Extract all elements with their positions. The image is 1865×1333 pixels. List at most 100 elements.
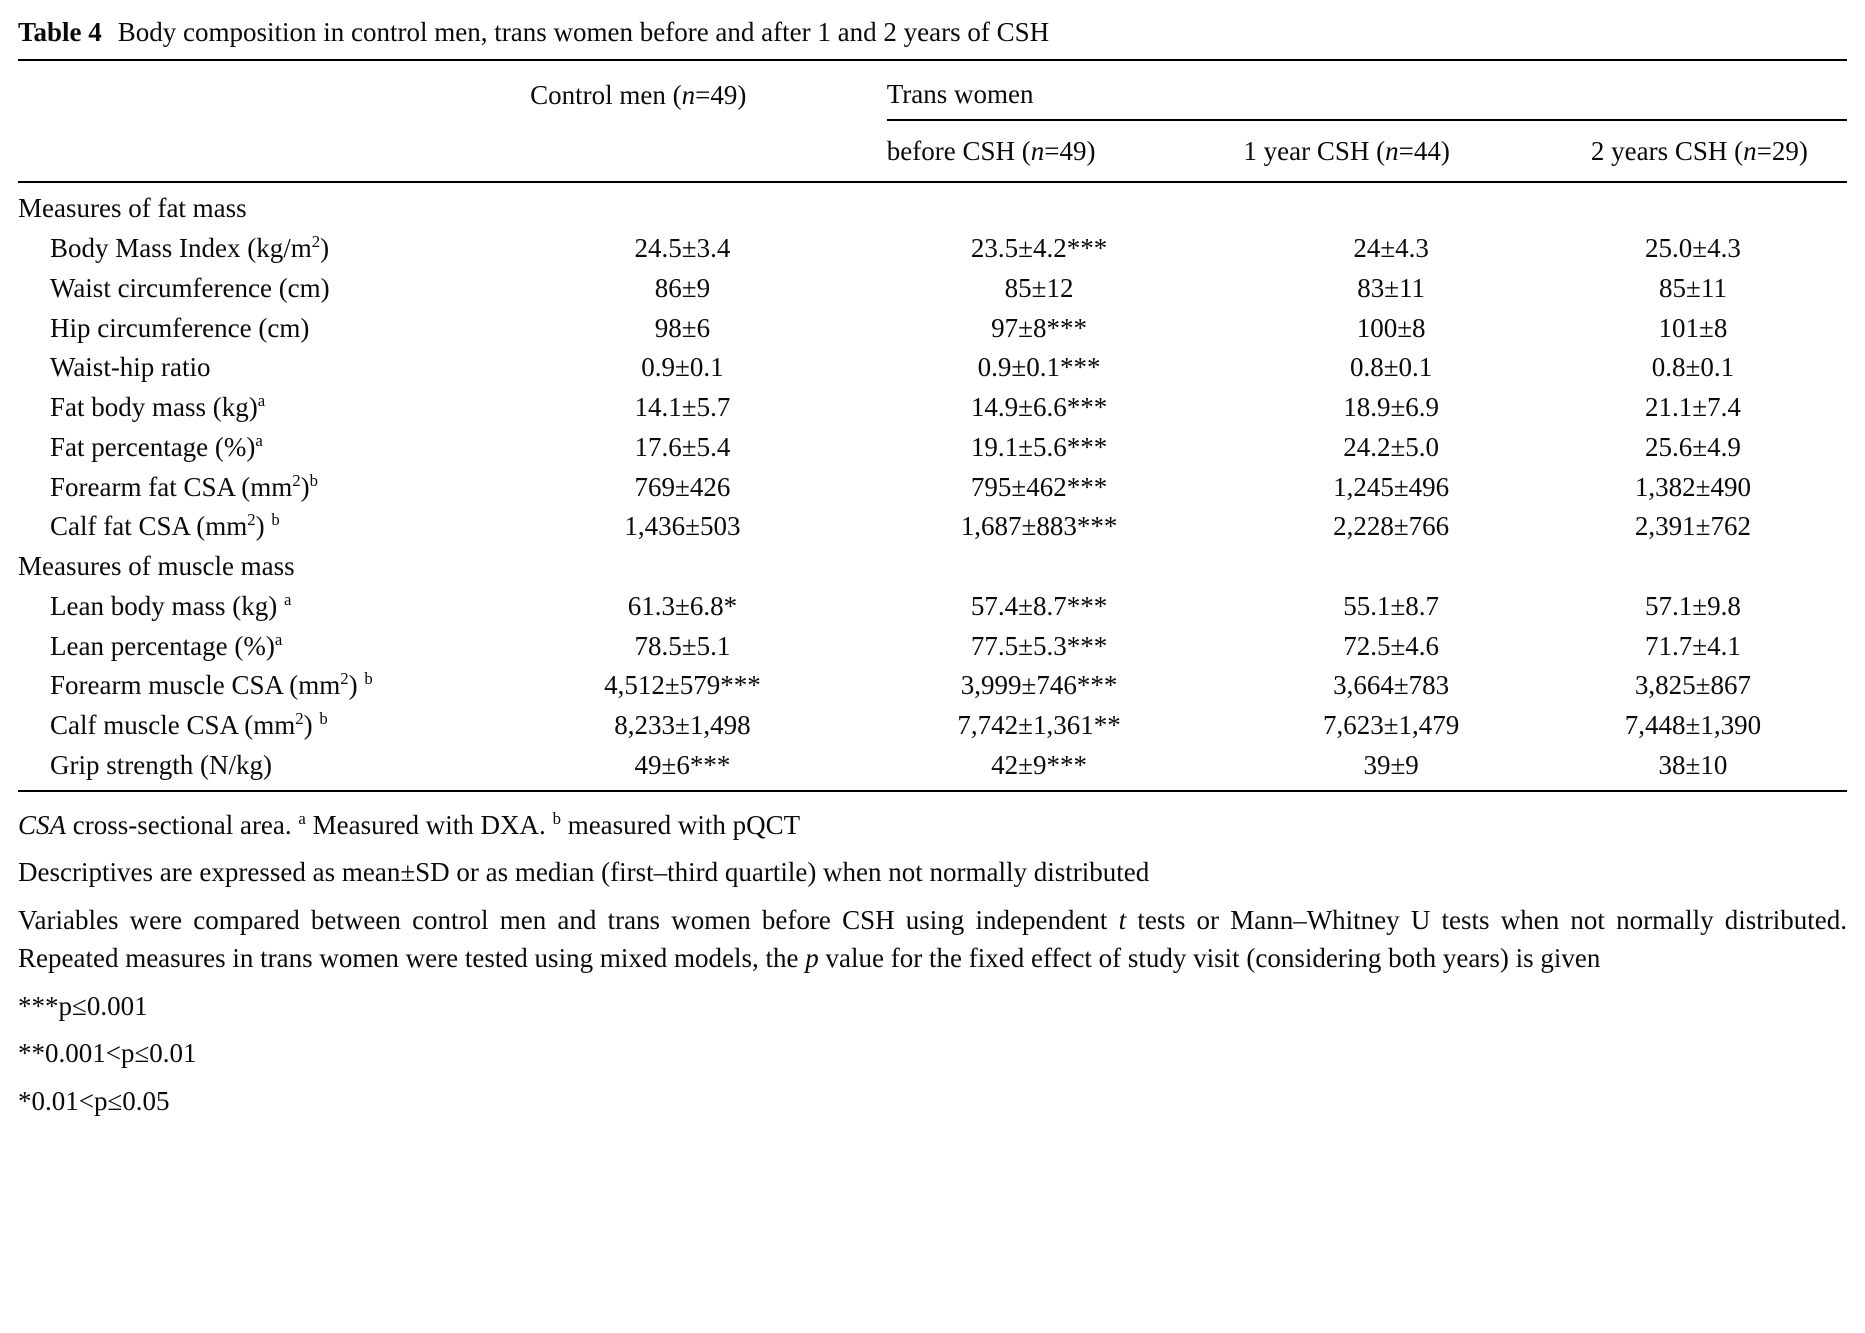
cell-value: 21.1±7.4 — [1645, 392, 1741, 422]
row-label: Lean percentage (%)a — [50, 629, 283, 661]
empty-header-cell — [18, 60, 530, 120]
cell-value: 769±426 — [634, 471, 731, 502]
table-row: Calf fat CSA (mm2) b 1,436±503 1,687±883**… — [18, 507, 1847, 547]
cell-value: 71.7±4.1 — [1645, 630, 1741, 661]
cell-value: 72.5±4.6 — [1343, 630, 1440, 661]
body-composition-table: Control men (n=49) Trans women before CS… — [18, 58, 1847, 792]
cell-value: 0.8±0.1 — [1651, 352, 1735, 383]
footnote: Variables were compared between control … — [18, 905, 1847, 973]
section-label: Measures of muscle mass — [18, 551, 295, 581]
cell-value: 39±9 — [1363, 749, 1419, 780]
empty-header-cell — [530, 119, 887, 184]
column-group-header-trans-women: Trans women — [886, 59, 1847, 121]
table-row: Fat percentage (%)a 17.6±5.4 19.1±5.6*** 24… — [18, 428, 1847, 468]
footnote: **0.001<p≤0.01 — [18, 1038, 197, 1069]
section-row: Measures of muscle mass — [18, 547, 1847, 587]
footnote: CSA cross-sectional area. a Measured wit… — [18, 808, 801, 840]
cell-value: 38±10 — [1658, 749, 1728, 780]
empty-header-cell — [18, 119, 531, 184]
cell-value: 17.6±5.4 — [634, 431, 731, 462]
row-label: Forearm muscle CSA (mm2) b — [50, 669, 373, 701]
cell-value: 795±462*** — [970, 471, 1108, 502]
cell-value: 57.1±9.8 — [1645, 590, 1741, 621]
cell-value: 25.6±4.9 — [1645, 431, 1741, 462]
cell-value: 98±6 — [654, 312, 711, 343]
row-label: Waist circumference (cm) — [50, 272, 330, 303]
cell-value: 61.3±6.8* — [627, 590, 738, 621]
footnote: Descriptives are expressed as mean±SD or… — [18, 857, 1150, 888]
row-label: Hip circumference (cm) — [50, 312, 310, 343]
table-body: Measures of fat mass Body Mass Index (kg/… — [18, 182, 1847, 790]
cell-value: 14.9±6.6*** — [970, 392, 1108, 422]
table-row: Hip circumference (cm) 98±6 97±8*** 100±8 10… — [18, 309, 1847, 349]
table-row: Calf muscle CSA (mm2) b 8,233±1,498 7,742±… — [18, 706, 1847, 746]
cell-value: 101±8 — [1658, 312, 1728, 343]
row-label: Fat percentage (%)a — [50, 430, 263, 462]
cell-value: 57.4±8.7*** — [970, 590, 1108, 621]
cell-value: 55.1±8.7 — [1343, 590, 1440, 621]
cell-value: 24.5±3.4 — [634, 233, 731, 263]
cell-value: 23.5±4.2*** — [970, 233, 1108, 263]
row-label: Calf muscle CSA (mm2) b — [50, 709, 328, 740]
column-header-1-year-csh: 1 year CSH (n=44) — [1243, 119, 1591, 184]
row-label: Waist-hip ratio — [50, 352, 211, 383]
cell-value: 0.9±0.1 — [641, 352, 724, 383]
table-row: Fat body mass (kg)a 14.1±5.7 14.9±6.6*** 18… — [18, 388, 1847, 428]
cell-value: 100±8 — [1356, 312, 1426, 343]
footnotes: CSA cross-sectional area. a Measured wit… — [18, 792, 1847, 1122]
row-label: Body Mass Index (kg/m2) — [50, 232, 330, 263]
cell-value: 86±9 — [654, 272, 711, 303]
row-label: Grip strength (N/kg) — [50, 749, 272, 780]
table-row: Body Mass Index (kg/m2) 24.5±3.4 23.5±4.2*… — [18, 229, 1847, 269]
cell-value: 1,382±490 — [1634, 471, 1751, 502]
cell-value: 3,825±867 — [1634, 670, 1751, 701]
table-title: Table 4 Body composition in control men, … — [18, 16, 1847, 59]
cell-value: 19.1±5.6*** — [970, 431, 1108, 462]
table-row: Lean body mass (kg) a 61.3±6.8* 57.4±8.7**… — [18, 587, 1847, 627]
cell-value: 8,233±1,498 — [614, 710, 751, 740]
cell-value: 83±11 — [1357, 272, 1426, 303]
column-header-2-years-csh: 2 years CSH (n=29) — [1590, 119, 1847, 184]
cell-value: 4,512±579*** — [604, 670, 761, 701]
footnote: *0.01<p≤0.05 — [18, 1086, 170, 1117]
cell-value: 18.9±6.9 — [1343, 392, 1440, 422]
cell-value: 49±6*** — [634, 749, 731, 780]
table-header: Control men (n=49) Trans women before CS… — [18, 59, 1847, 184]
cell-value: 7,742±1,361** — [957, 710, 1121, 740]
row-label: Forearm fat CSA (mm2)b — [50, 470, 318, 502]
table-row: Grip strength (N/kg) 49±6*** 42±9*** 39±9 38… — [18, 746, 1847, 791]
cell-value: 78.5±5.1 — [634, 630, 731, 661]
cell-value: 7,448±1,390 — [1624, 710, 1762, 740]
column-header-before-csh: before CSH (n=49) — [886, 119, 1244, 184]
table-row: Forearm muscle CSA (mm2) b 4,512±579*** 3,… — [18, 666, 1847, 706]
header-row-groups: Control men (n=49) Trans women — [18, 59, 1847, 121]
cell-value: 2,391±762 — [1634, 511, 1751, 542]
table-row: Lean percentage (%)a 78.5±5.1 77.5±5.3*** 7… — [18, 627, 1847, 667]
cell-value: 85±12 — [1004, 272, 1074, 303]
cell-value: 24.2±5.0 — [1343, 431, 1440, 462]
table-row: Forearm fat CSA (mm2)b 769±426 795±462*** 1… — [18, 468, 1847, 508]
cell-value: 14.1±5.7 — [634, 392, 731, 422]
cell-value: 3,999±746*** — [960, 670, 1118, 701]
cell-value: 1,436±503 — [624, 511, 741, 542]
cell-value: 42±9*** — [991, 749, 1087, 780]
row-label: Lean body mass (kg) a — [50, 589, 292, 621]
section-row: Measures of fat mass — [18, 182, 1847, 229]
cell-value: 1,245±496 — [1333, 471, 1450, 502]
cell-value: 0.9±0.1*** — [977, 352, 1101, 383]
cell-value: 24±4.3 — [1353, 233, 1429, 263]
cell-value: 97±8*** — [991, 312, 1087, 343]
table-title-text: Body composition in control men, trans w… — [117, 17, 1050, 47]
row-label: Fat body mass (kg)a — [50, 391, 266, 422]
cell-value: 7,623±1,479 — [1322, 710, 1460, 740]
column-header-control-men: Control men (n=49) — [530, 79, 747, 110]
table-title-label: Table 4 — [18, 17, 102, 47]
footnote: ***p≤0.001 — [18, 990, 148, 1021]
cell-value: 85±11 — [1659, 272, 1727, 303]
row-label: Calf fat CSA (mm2) b — [50, 510, 280, 542]
cell-value: 2,228±766 — [1333, 511, 1450, 542]
header-row-columns: before CSH (n=49) 1 year CSH (n=44) 2 ye… — [18, 119, 1847, 184]
table-row: Waist circumference (cm) 86±9 85±12 83±11 85… — [18, 269, 1847, 309]
cell-value: 3,664±783 — [1333, 670, 1450, 701]
